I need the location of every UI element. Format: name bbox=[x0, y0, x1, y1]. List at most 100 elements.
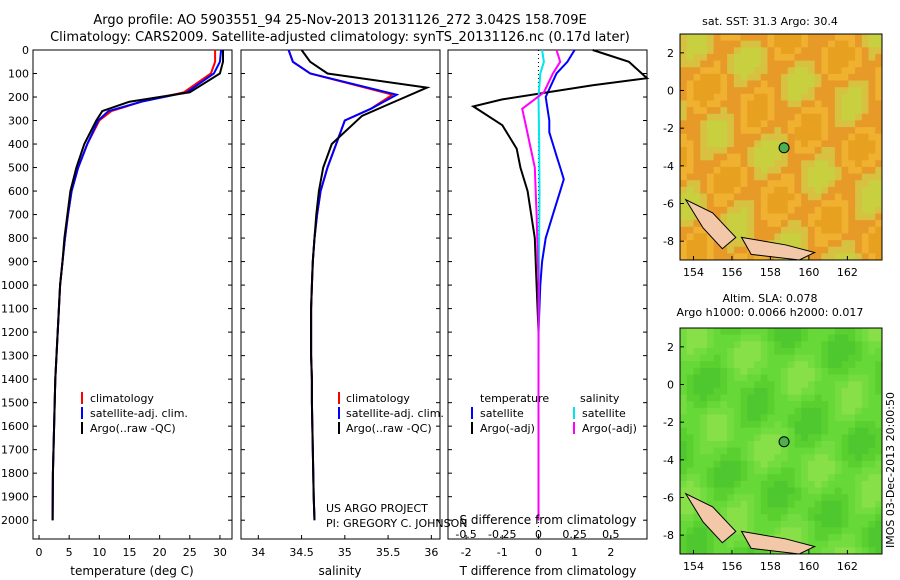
map-cell bbox=[868, 407, 876, 415]
map-cell bbox=[700, 67, 708, 75]
map-cell bbox=[760, 127, 768, 135]
map-cell bbox=[801, 140, 809, 148]
map-cell bbox=[747, 206, 755, 214]
map-cell bbox=[693, 534, 701, 542]
map-cell bbox=[720, 427, 728, 435]
y-tick-label: 2 bbox=[667, 47, 674, 60]
map-cell bbox=[747, 153, 755, 161]
map-cell bbox=[693, 93, 701, 101]
map-cell bbox=[841, 441, 849, 449]
map-cell bbox=[706, 153, 715, 161]
map-cell bbox=[693, 200, 701, 208]
map-cell bbox=[807, 354, 816, 362]
map-cell bbox=[747, 47, 755, 55]
map-cell bbox=[834, 341, 843, 349]
map-cell bbox=[747, 160, 755, 168]
map-cell bbox=[821, 387, 829, 395]
map-cell bbox=[693, 547, 701, 555]
map-cell bbox=[807, 427, 816, 435]
map-cell bbox=[713, 107, 721, 115]
map-cell bbox=[821, 480, 829, 488]
map-cell bbox=[740, 226, 748, 234]
map-cell bbox=[720, 147, 728, 155]
map-cell bbox=[686, 53, 694, 61]
map-cell bbox=[868, 467, 876, 475]
map-cell bbox=[787, 100, 795, 108]
map-cell bbox=[875, 107, 883, 115]
map-cell bbox=[727, 421, 735, 429]
map-cell bbox=[787, 427, 795, 435]
legend-label-satellite: satellite-adj. clim. bbox=[346, 407, 444, 420]
map-cell bbox=[767, 414, 775, 422]
map-cell bbox=[875, 507, 883, 515]
map-cell bbox=[754, 381, 762, 389]
map-cell bbox=[727, 147, 735, 155]
map-cell bbox=[787, 341, 795, 349]
y-tick-label: 1200 bbox=[1, 326, 29, 339]
map-cell bbox=[767, 186, 775, 194]
map-cell bbox=[680, 394, 688, 402]
map-cell bbox=[774, 527, 782, 535]
map-cell bbox=[868, 500, 876, 508]
map-cell bbox=[754, 34, 762, 42]
map-cell bbox=[747, 113, 755, 121]
map-cell bbox=[841, 140, 849, 148]
map-cell bbox=[814, 120, 822, 128]
map-cell bbox=[720, 73, 728, 81]
map-cell bbox=[693, 120, 701, 128]
land-island bbox=[684, 198, 737, 250]
y-tick-label: 1800 bbox=[1, 467, 29, 480]
map-cell bbox=[733, 341, 742, 349]
map-cell bbox=[821, 133, 829, 141]
map-cell bbox=[861, 53, 869, 61]
map-cell bbox=[787, 166, 795, 174]
map-cell bbox=[760, 166, 768, 174]
map-cell bbox=[807, 434, 816, 442]
map-cell bbox=[855, 394, 863, 402]
map-cell bbox=[767, 328, 775, 336]
map-cell bbox=[814, 113, 822, 121]
map-cell bbox=[700, 401, 708, 409]
map-cell bbox=[855, 427, 863, 435]
map-cell bbox=[834, 47, 843, 55]
map-cell bbox=[861, 454, 869, 462]
map-cell bbox=[834, 226, 843, 234]
map-cell bbox=[733, 434, 742, 442]
map-cell bbox=[868, 534, 876, 542]
map-cell bbox=[720, 166, 728, 174]
map-cell bbox=[781, 213, 789, 221]
map-cell bbox=[700, 200, 708, 208]
map-cell bbox=[774, 374, 782, 382]
map-cell bbox=[740, 107, 748, 115]
map-cell bbox=[828, 454, 836, 462]
map-cell bbox=[855, 113, 863, 121]
map-cell bbox=[693, 487, 701, 495]
map-cell bbox=[868, 334, 876, 342]
map-cell bbox=[814, 441, 822, 449]
map-cell bbox=[828, 220, 836, 228]
map-cell bbox=[794, 113, 802, 121]
map-cell bbox=[700, 140, 708, 148]
map-cell bbox=[733, 421, 742, 429]
map-cell bbox=[821, 67, 829, 75]
map-cell bbox=[727, 253, 735, 261]
map-cell bbox=[861, 547, 869, 555]
map-cell bbox=[807, 401, 816, 409]
map-cell bbox=[868, 441, 876, 449]
map-cell bbox=[814, 500, 822, 508]
map-cell bbox=[747, 133, 755, 141]
map-cell bbox=[787, 500, 795, 508]
map-cell bbox=[740, 100, 748, 108]
map-cell bbox=[747, 67, 755, 75]
y-tick-label: 1300 bbox=[1, 350, 29, 363]
map-cell bbox=[861, 381, 869, 389]
map-cell bbox=[693, 193, 701, 201]
map-cell bbox=[807, 147, 816, 155]
map-cell bbox=[794, 213, 802, 221]
map-cell bbox=[706, 93, 715, 101]
map-cell bbox=[680, 414, 688, 422]
map-cell bbox=[700, 153, 708, 161]
map-cell bbox=[828, 328, 836, 336]
map-cell bbox=[720, 374, 728, 382]
map-cell bbox=[680, 160, 688, 168]
